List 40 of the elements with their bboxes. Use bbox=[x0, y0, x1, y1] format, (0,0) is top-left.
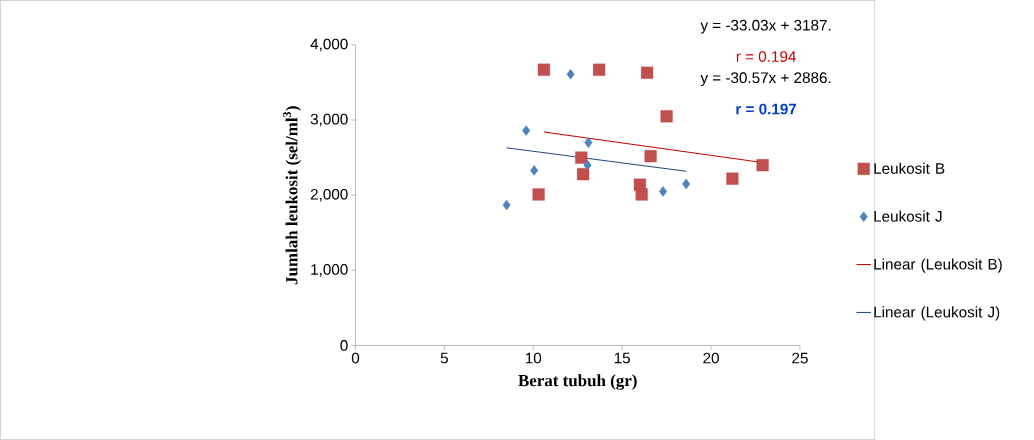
point bbox=[530, 165, 539, 176]
x-tick-label: 25 bbox=[792, 352, 808, 364]
point bbox=[682, 178, 691, 190]
annotation: y = -30.57x + 2886. bbox=[700, 72, 831, 87]
point bbox=[522, 125, 531, 136]
x-axis-title: Berat tubuh (gr) bbox=[518, 374, 637, 390]
y-tick-label: 1,000 bbox=[311, 264, 348, 277]
point bbox=[640, 66, 654, 79]
y-axis-title: Jumlah leukosit (sel/ml$^{3}$) bbox=[283, 106, 301, 285]
y-tick-label: 2,000 bbox=[310, 188, 348, 202]
point bbox=[537, 63, 551, 76]
point bbox=[635, 188, 648, 201]
y-tick-label: 3,000 bbox=[310, 113, 348, 127]
point bbox=[584, 137, 593, 148]
point bbox=[576, 168, 590, 181]
point bbox=[660, 110, 673, 123]
x-tick-label: 0 bbox=[351, 352, 360, 364]
y-tick-label: 0 bbox=[340, 340, 348, 351]
x-tick-label: 5 bbox=[440, 352, 448, 364]
annotation: r = 0.194 bbox=[736, 51, 796, 62]
legend-label: Leukosit J bbox=[874, 210, 942, 222]
x-tick-label: 10 bbox=[525, 352, 542, 364]
point bbox=[583, 159, 592, 171]
point bbox=[592, 63, 606, 76]
point bbox=[575, 151, 588, 164]
legend-label: Linear (Leukosit B) bbox=[874, 258, 1002, 273]
point bbox=[726, 172, 739, 185]
point bbox=[532, 188, 545, 201]
point bbox=[659, 186, 668, 197]
text: y = -33.03x + 3187. bbox=[700, 19, 831, 34]
legend-label: Linear (Leukosit J) bbox=[874, 306, 1000, 321]
y-tick-label: 4,000 bbox=[310, 38, 348, 52]
point bbox=[756, 159, 769, 172]
point bbox=[566, 68, 575, 80]
annotation: r = 0.197 bbox=[736, 103, 797, 115]
point bbox=[644, 150, 657, 163]
legend-label: Leukosit B bbox=[874, 162, 945, 174]
x-tick-label: 15 bbox=[614, 352, 630, 364]
x-tick-label: 20 bbox=[703, 352, 719, 364]
point bbox=[502, 199, 511, 211]
